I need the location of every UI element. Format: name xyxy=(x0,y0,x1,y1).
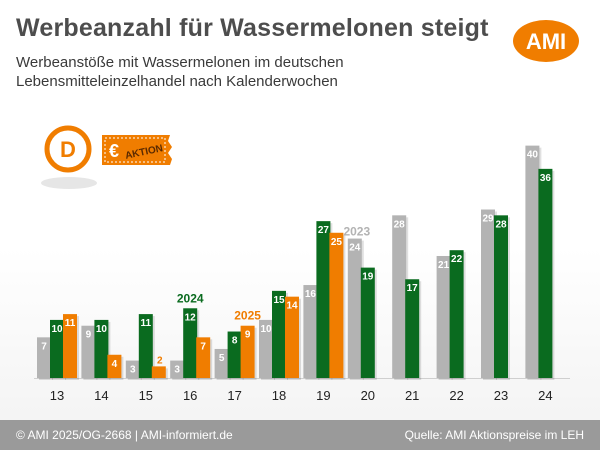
footer-copyright: © AMI 2025/OG-2668 | AMI-informiert.de xyxy=(16,428,233,442)
bar-2023-kw13 xyxy=(37,337,51,378)
value-label-2024-kw18: 15 xyxy=(273,295,285,306)
x-tick-label: 14 xyxy=(94,388,108,403)
value-label-2023-kw19: 16 xyxy=(305,289,317,300)
bar-2023-kw18 xyxy=(259,319,273,378)
chart-title: Werbeanzahl für Wassermelonen steigt xyxy=(16,14,489,42)
ami-logo: AMI xyxy=(513,20,579,62)
bar-2025-kw17 xyxy=(240,325,255,378)
bar-2023-kw20 xyxy=(347,238,362,378)
value-label-2025-kw18: 14 xyxy=(286,301,298,312)
bar-2024-kw22 xyxy=(449,250,464,378)
x-tick-label: 23 xyxy=(494,388,508,403)
aktion-badge: D € AKTION xyxy=(41,125,172,189)
footer-bar: © AMI 2025/OG-2668 | AMI-informiert.de Q… xyxy=(0,420,600,450)
d-circle xyxy=(44,125,92,173)
footer-source: Quelle: AMI Aktionspreise im LEH xyxy=(404,428,584,442)
badge-shadow xyxy=(41,177,97,189)
value-label-2024-kw14: 10 xyxy=(96,324,108,335)
bar-2023-kw15 xyxy=(125,360,140,378)
ami-logo-text: AMI xyxy=(526,29,566,54)
value-label-2024-kw16: 12 xyxy=(185,312,197,323)
legend-label-2023: 2023 xyxy=(343,225,370,239)
value-label-2025-kw15: 2 xyxy=(157,355,163,366)
x-tick-label: 16 xyxy=(183,388,197,403)
bar-2025-kw15 xyxy=(151,366,166,378)
value-label-2023-kw14: 9 xyxy=(86,330,92,341)
bar-2024-kw23 xyxy=(494,215,508,378)
bar-2023-kw17 xyxy=(214,348,229,378)
aktion-ticket-border xyxy=(104,137,166,163)
bar-2024-kw18 xyxy=(272,290,286,378)
d-letter: D xyxy=(60,137,76,162)
x-tick-label: 18 xyxy=(272,388,286,403)
bar-2024-kw21 xyxy=(405,279,420,378)
value-label-2023-kw21: 28 xyxy=(394,219,406,230)
value-label-2023-kw20: 24 xyxy=(349,243,361,254)
x-tick-label: 21 xyxy=(405,388,419,403)
x-tick-label: 20 xyxy=(361,388,375,403)
legend-label-2024: 2024 xyxy=(177,291,204,305)
x-tick-label: 22 xyxy=(449,388,463,403)
ami-logo-oval xyxy=(513,20,579,62)
value-label-2025-kw17: 9 xyxy=(245,330,251,341)
value-label-2024-kw15: 11 xyxy=(141,318,152,329)
value-label-2024-kw20: 19 xyxy=(362,272,374,283)
value-label-2023-kw17: 5 xyxy=(219,353,225,364)
value-label-2024-kw24: 36 xyxy=(540,173,552,184)
value-label-2023-kw13: 7 xyxy=(41,341,47,352)
aktion-ticket xyxy=(102,135,172,165)
bar-2023-kw22 xyxy=(436,256,451,378)
value-label-2023-kw24: 40 xyxy=(527,150,539,161)
bar-2024-kw17 xyxy=(227,331,242,378)
value-label-2023-kw23: 29 xyxy=(482,214,494,225)
bar-2025-kw13 xyxy=(63,314,77,378)
bar-2024-kw14 xyxy=(94,319,109,378)
bar-2024-kw24 xyxy=(538,168,553,378)
value-label-2024-kw22: 22 xyxy=(451,254,463,265)
x-tick-label: 24 xyxy=(538,388,552,403)
value-label-2024-kw17: 8 xyxy=(232,336,238,347)
x-tick-label: 13 xyxy=(50,388,64,403)
bar-2025-kw16 xyxy=(196,337,211,378)
bar-2025-kw18 xyxy=(285,296,299,378)
value-label-2025-kw13: 11 xyxy=(65,318,76,329)
bar-2023-kw14 xyxy=(81,325,96,378)
x-tick-label: 15 xyxy=(139,388,153,403)
bar-2023-kw19 xyxy=(303,285,318,378)
bar-2023-kw24 xyxy=(525,145,540,378)
bar-2024-kw16 xyxy=(183,308,198,378)
bar-2024-kw19 xyxy=(316,221,331,378)
bar-2025-kw14 xyxy=(107,354,122,378)
bar-2024-kw13 xyxy=(50,319,64,378)
value-label-2024-kw23: 28 xyxy=(495,219,507,230)
x-tick-label: 19 xyxy=(316,388,330,403)
x-tick-label: 17 xyxy=(227,388,241,403)
value-label-2025-kw14: 4 xyxy=(112,359,118,370)
value-label-2023-kw22: 21 xyxy=(438,260,450,271)
value-label-2024-kw13: 10 xyxy=(51,324,63,335)
bar-2024-kw15 xyxy=(138,314,153,378)
value-label-2025-kw19: 25 xyxy=(331,237,343,248)
bar-2024-kw20 xyxy=(360,267,375,378)
legend-label-2025: 2025 xyxy=(234,309,261,323)
value-label-2023-kw15: 3 xyxy=(130,365,136,376)
value-label-2024-kw21: 17 xyxy=(407,283,419,294)
bar-2023-kw16 xyxy=(170,360,185,378)
value-label-2024-kw19: 27 xyxy=(318,225,330,236)
bar-2023-kw21 xyxy=(392,215,407,378)
bar-2023-kw23 xyxy=(481,209,495,378)
euro-icon: € xyxy=(109,141,119,161)
value-label-2023-kw16: 3 xyxy=(174,365,180,376)
value-label-2025-kw16: 7 xyxy=(200,341,206,352)
bar-2025-kw19 xyxy=(329,232,344,378)
chart-subtitle: Werbeanstöße mit Wassermelonen im deutsc… xyxy=(16,54,344,90)
value-label-2023-kw18: 10 xyxy=(260,324,272,335)
